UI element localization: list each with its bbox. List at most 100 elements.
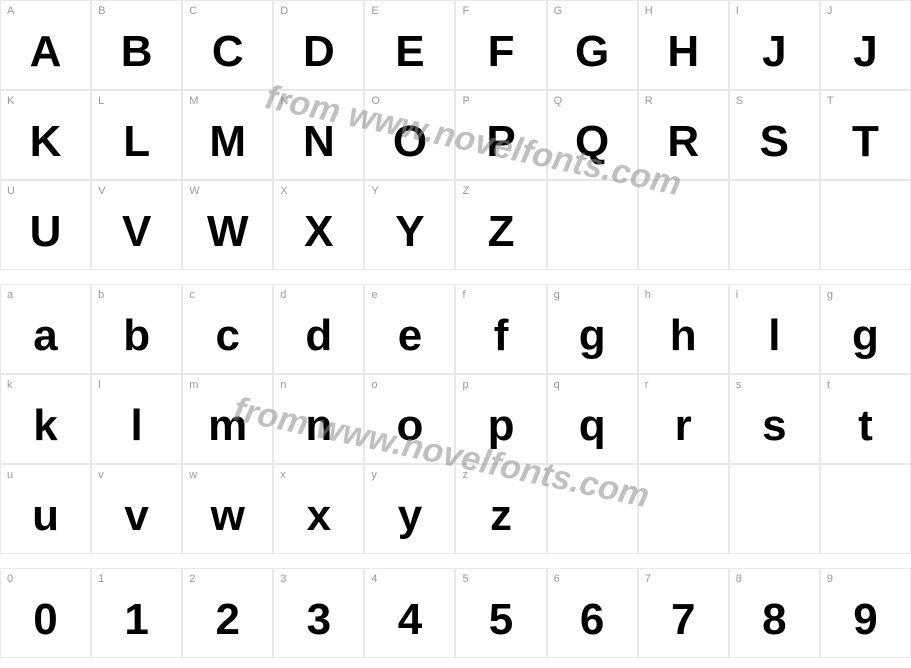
cell-glyph: G — [575, 27, 609, 77]
cell-label: J — [827, 5, 833, 17]
cell-glyph: J — [853, 27, 877, 77]
cell-label: V — [98, 185, 105, 197]
cell-label: u — [7, 469, 13, 481]
empty-cell — [638, 180, 729, 270]
cell-glyph: z — [490, 491, 512, 541]
glyph-cell: rr — [638, 374, 729, 464]
section-spacer — [0, 270, 911, 284]
cell-label: 0 — [7, 573, 13, 585]
glyph-cell: kk — [0, 374, 91, 464]
cell-label: d — [280, 289, 286, 301]
cell-label: Y — [371, 185, 378, 197]
cell-glyph: U — [30, 207, 62, 257]
cell-glyph: A — [30, 27, 62, 77]
cell-label: n — [280, 379, 286, 391]
cell-label: 9 — [827, 573, 833, 585]
cell-glyph: x — [307, 491, 331, 541]
glyph-cell: 44 — [364, 568, 455, 658]
cell-glyph: c — [215, 311, 239, 361]
cell-glyph: Y — [395, 207, 424, 257]
cell-label: g — [554, 289, 560, 301]
empty-cell — [547, 464, 638, 554]
cell-label: G — [554, 5, 563, 17]
cell-glyph: 7 — [671, 595, 695, 645]
glyph-cell: UU — [0, 180, 91, 270]
cell-label: 5 — [462, 573, 468, 585]
cell-glyph: 4 — [398, 595, 422, 645]
glyph-grid: AABBCCDDEEFFGGHHIJJJKKLLMMNNOOPPQQRRSSTT… — [0, 0, 911, 270]
cell-glyph: 3 — [307, 595, 331, 645]
cell-glyph: W — [207, 207, 249, 257]
cell-label: P — [462, 95, 469, 107]
glyph-cell: SS — [729, 90, 820, 180]
glyph-cell: EE — [364, 0, 455, 90]
cell-label: 1 — [98, 573, 104, 585]
glyph-cell: 11 — [91, 568, 182, 658]
cell-glyph: h — [670, 311, 697, 361]
cell-glyph: s — [762, 401, 786, 451]
cell-glyph: a — [33, 311, 57, 361]
glyph-cell: nn — [273, 374, 364, 464]
cell-label: C — [189, 5, 197, 17]
glyph-cell: 77 — [638, 568, 729, 658]
glyph-cell: aa — [0, 284, 91, 374]
cell-label: p — [462, 379, 468, 391]
glyph-cell: IJ — [729, 0, 820, 90]
glyph-cell: NN — [273, 90, 364, 180]
glyph-cell: WW — [182, 180, 273, 270]
cell-label: 8 — [736, 573, 742, 585]
cell-label: q — [554, 379, 560, 391]
glyph-cell: gg — [820, 284, 911, 374]
glyph-cell: 33 — [273, 568, 364, 658]
glyph-cell: CC — [182, 0, 273, 90]
cell-glyph: 2 — [215, 595, 239, 645]
cell-glyph: J — [762, 27, 786, 77]
empty-cell — [729, 180, 820, 270]
cell-glyph: l — [131, 401, 143, 451]
cell-label: I — [736, 5, 739, 17]
cell-glyph: d — [305, 311, 332, 361]
cell-glyph: o — [396, 401, 423, 451]
cell-label: v — [98, 469, 104, 481]
glyph-cell: xx — [273, 464, 364, 554]
cell-label: N — [280, 95, 288, 107]
cell-glyph: V — [122, 207, 151, 257]
cell-label: D — [280, 5, 288, 17]
cell-label: O — [371, 95, 380, 107]
empty-cell — [820, 180, 911, 270]
glyph-cell: hh — [638, 284, 729, 374]
cell-label: m — [189, 379, 198, 391]
glyph-cell: YY — [364, 180, 455, 270]
cell-glyph: k — [33, 401, 57, 451]
cell-label: k — [7, 379, 13, 391]
glyph-cell: uu — [0, 464, 91, 554]
cell-label: H — [645, 5, 653, 17]
cell-glyph: 9 — [853, 595, 877, 645]
cell-label: T — [827, 95, 834, 107]
glyph-cell: 66 — [547, 568, 638, 658]
cell-glyph: g — [579, 311, 606, 361]
glyph-cell: 99 — [820, 568, 911, 658]
cell-glyph: Q — [575, 117, 609, 167]
glyph-cell: oo — [364, 374, 455, 464]
cell-glyph: 1 — [124, 595, 148, 645]
cell-label: b — [98, 289, 104, 301]
glyph-cell: 22 — [182, 568, 273, 658]
cell-label: 6 — [554, 573, 560, 585]
empty-cell — [638, 464, 729, 554]
glyph-grid: 00112233445566778899 — [0, 568, 911, 658]
cell-label: L — [98, 95, 104, 107]
glyph-cell: zz — [455, 464, 546, 554]
cell-glyph: l — [768, 311, 780, 361]
cell-label: 7 — [645, 573, 651, 585]
cell-label: l — [98, 379, 100, 391]
cell-label: M — [189, 95, 198, 107]
cell-glyph: R — [667, 117, 699, 167]
cell-label: o — [371, 379, 377, 391]
glyph-cell: bb — [91, 284, 182, 374]
cell-glyph: 5 — [489, 595, 513, 645]
cell-glyph: e — [398, 311, 422, 361]
cell-glyph: O — [393, 117, 427, 167]
cell-glyph: p — [488, 401, 515, 451]
glyph-cell: PP — [455, 90, 546, 180]
